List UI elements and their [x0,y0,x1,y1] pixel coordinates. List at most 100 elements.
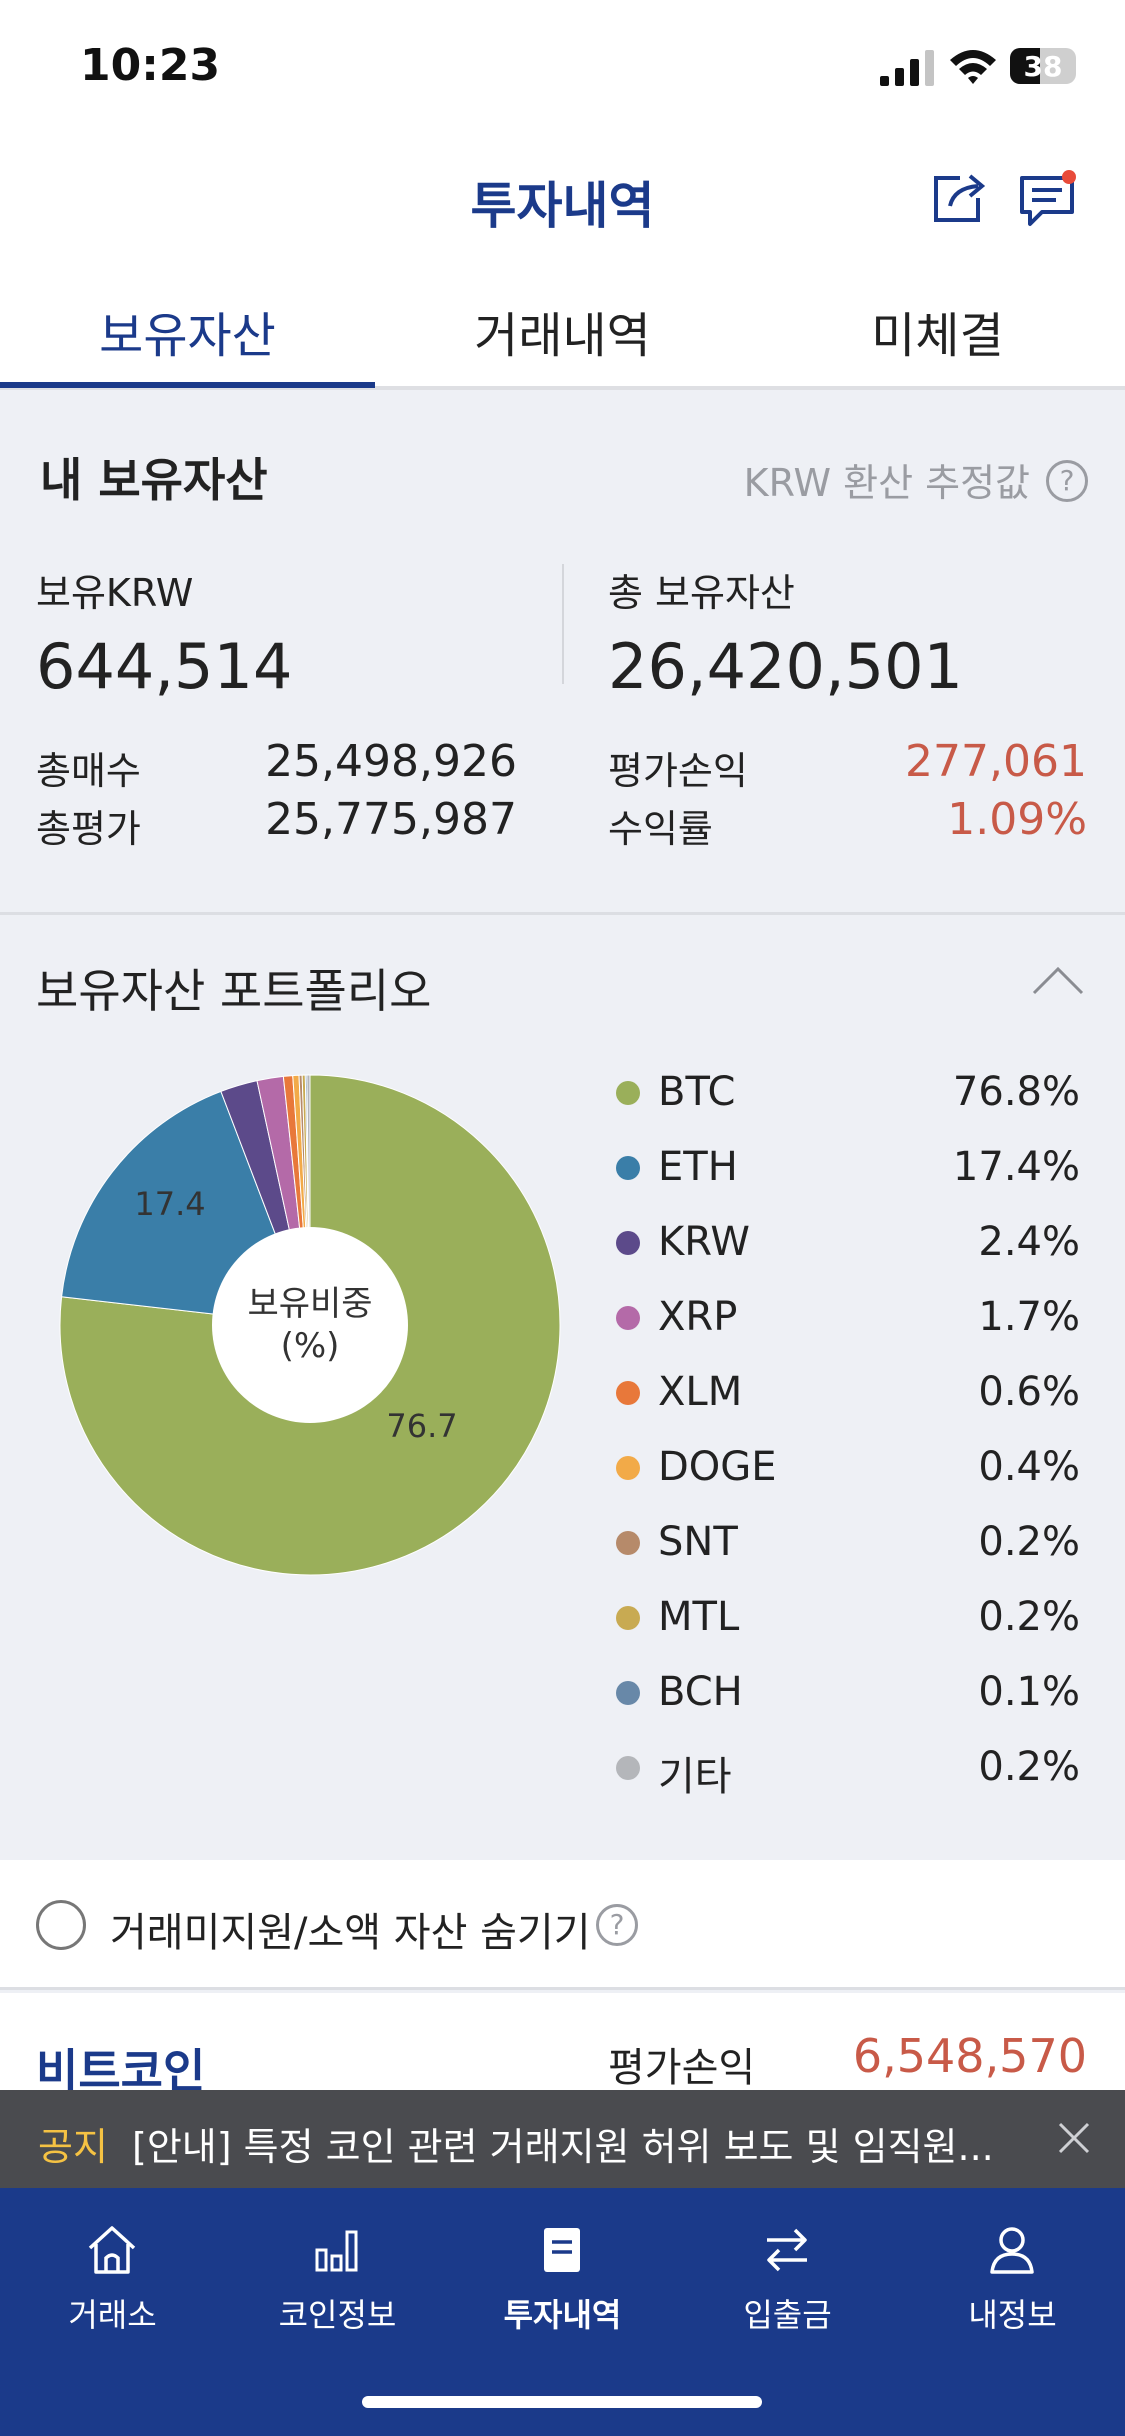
tab-bar: 보유자산 거래내역 미체결 [0,260,1125,390]
portfolio-title: 보유자산 포트폴리오 [36,964,432,1018]
legend-percent: 0.2% [978,1744,1080,1790]
nav-my-info[interactable]: 내정보 [900,2208,1125,2338]
legend-percent: 1.7% [978,1294,1080,1340]
legend-item: XLM 0.6% [610,1365,1080,1421]
share-icon[interactable] [926,168,988,230]
nav-coin-info[interactable]: 코인정보 [225,2208,450,2338]
bar-chart-icon [315,2230,358,2272]
hide-small-assets-radio[interactable] [36,1900,86,1950]
hide-small-assets-label: 거래미지원/소액 자산 숨기기 [110,1910,591,1956]
legend-name: BCH [658,1669,743,1715]
legend-percent: 17.4% [952,1144,1080,1190]
person-icon [990,2227,1034,2274]
krw-note: KRW 환산 추정값 [743,461,1030,505]
tab-pending[interactable]: 미체결 [871,308,1004,364]
slice-label-btc: 76.7 [386,1407,457,1445]
total-buy-label: 총매수 [36,749,141,793]
legend-percent: 2.4% [978,1219,1080,1265]
nav-deposit-withdraw-label: 입출금 [743,2296,832,2334]
coin-name: 비트코인 [36,2044,206,2098]
legend-item: 기타 0.2% [610,1740,1080,1800]
chevron-up-icon[interactable] [1030,963,1086,997]
nav-investments-label: 투자내역 [503,2296,622,2334]
document-icon [544,2228,580,2272]
notice-tag: 공지 [38,2125,108,2169]
transfer-icon [767,2228,807,2272]
legend-percent: 0.2% [978,1594,1080,1640]
slice-label-eth: 17.4 [134,1185,205,1223]
legend-swatch [616,1606,640,1630]
total-assets-value: 26,420,501 [608,630,963,703]
tab-history[interactable]: 거래내역 [474,308,651,364]
bottom-navigation: 거래소 코인정보 투자내역 입출금 내정보 [0,2188,1125,2436]
help-icon[interactable]: ? [1046,460,1088,502]
summary-title: 내 보유자산 [40,453,268,507]
active-tab-indicator [0,382,375,388]
legend-name: ETH [658,1144,738,1190]
legend-swatch [616,1231,640,1255]
legend-percent: 0.2% [978,1519,1080,1565]
page-title: 투자내역 [470,177,655,235]
total-eval-label: 총평가 [36,807,141,851]
nav-exchange[interactable]: 거래소 [0,2208,225,2338]
coin-holding-row[interactable]: 비트코인 평가손익 6,548,570 [0,1993,1125,2098]
pnl-label: 평가손익 [608,749,748,793]
pnl-value: 277,061 [905,736,1087,787]
legend-item: KRW 2.4% [610,1215,1080,1271]
pie-slice-기타 [306,1074,311,1326]
total-assets-label: 총 보유자산 [608,571,795,615]
legend-item: DOGE 0.4% [610,1440,1080,1496]
legend-swatch [616,1306,640,1330]
home-icon [88,2226,136,2274]
notification-dot [1062,170,1076,184]
coin-pnl-value: 6,548,570 [852,2029,1087,2083]
legend-swatch [616,1456,640,1480]
status-time: 10:23 [80,40,221,91]
total-buy-value: 25,498,926 [265,736,517,787]
battery-icon: 38 [1010,48,1076,84]
return-value: 1.09% [947,794,1087,845]
legend-name: BTC [658,1069,736,1115]
legend-name: KRW [658,1219,750,1265]
legend-name: MTL [658,1594,740,1640]
legend-swatch [616,1156,640,1180]
legend-item: XRP 1.7% [610,1290,1080,1346]
signal-icon [880,50,934,86]
donut-hole [212,1227,408,1423]
nav-my-info-label: 내정보 [968,2296,1057,2334]
notice-message[interactable]: [안내] 특정 코인 관련 거래지원 허위 보도 및 임직원... [132,2125,994,2169]
legend-name: XLM [658,1369,743,1415]
notice-banner[interactable]: 공지 [안내] 특정 코인 관련 거래지원 허위 보도 및 임직원... [0,2090,1125,2188]
legend-item: MTL 0.2% [610,1590,1080,1646]
legend-item: BCH 0.1% [610,1665,1080,1721]
section-divider [0,912,1125,915]
legend-percent: 0.6% [978,1369,1080,1415]
coin-pnl-label: 평가손익 [608,2045,756,2091]
asset-summary: 내 보유자산 KRW 환산 추정값 ? 보유KRW 644,514 총 보유자산… [0,394,1125,914]
portfolio-donut-chart: 보유비중 (%) 17.4 76.7 [59,1074,561,1576]
help-icon[interactable]: ? [596,1904,638,1946]
status-bar: 10:23 38 [0,0,1125,140]
return-label: 수익률 [608,807,713,851]
nav-exchange-label: 거래소 [68,2296,157,2334]
divider [562,564,564,684]
hide-small-assets-row[interactable]: 거래미지원/소액 자산 숨기기 ? [0,1860,1125,1990]
legend-item: SNT 0.2% [610,1515,1080,1571]
legend-swatch [616,1531,640,1555]
legend-item: BTC 76.8% [610,1065,1080,1121]
nav-investments[interactable]: 투자내역 [450,2208,675,2338]
portfolio-section: 보유자산 포트폴리오 보유비중 (%) 17.4 76.7 BTC 76.8% ET… [0,915,1125,1860]
nav-deposit-withdraw[interactable]: 입출금 [675,2208,900,2338]
battery-level: 38 [1023,50,1063,83]
legend-name: XRP [658,1294,738,1340]
chat-icon[interactable] [1016,168,1078,230]
total-eval-value: 25,775,987 [265,794,517,845]
home-indicator[interactable] [362,2396,762,2408]
legend-swatch [616,1381,640,1405]
tab-holdings[interactable]: 보유자산 [99,308,276,364]
legend-percent: 0.1% [978,1669,1080,1715]
close-icon[interactable] [1056,2120,1092,2156]
legend-swatch [616,1756,640,1780]
legend-percent: 76.8% [952,1069,1080,1115]
holding-krw-value: 644,514 [36,630,293,703]
